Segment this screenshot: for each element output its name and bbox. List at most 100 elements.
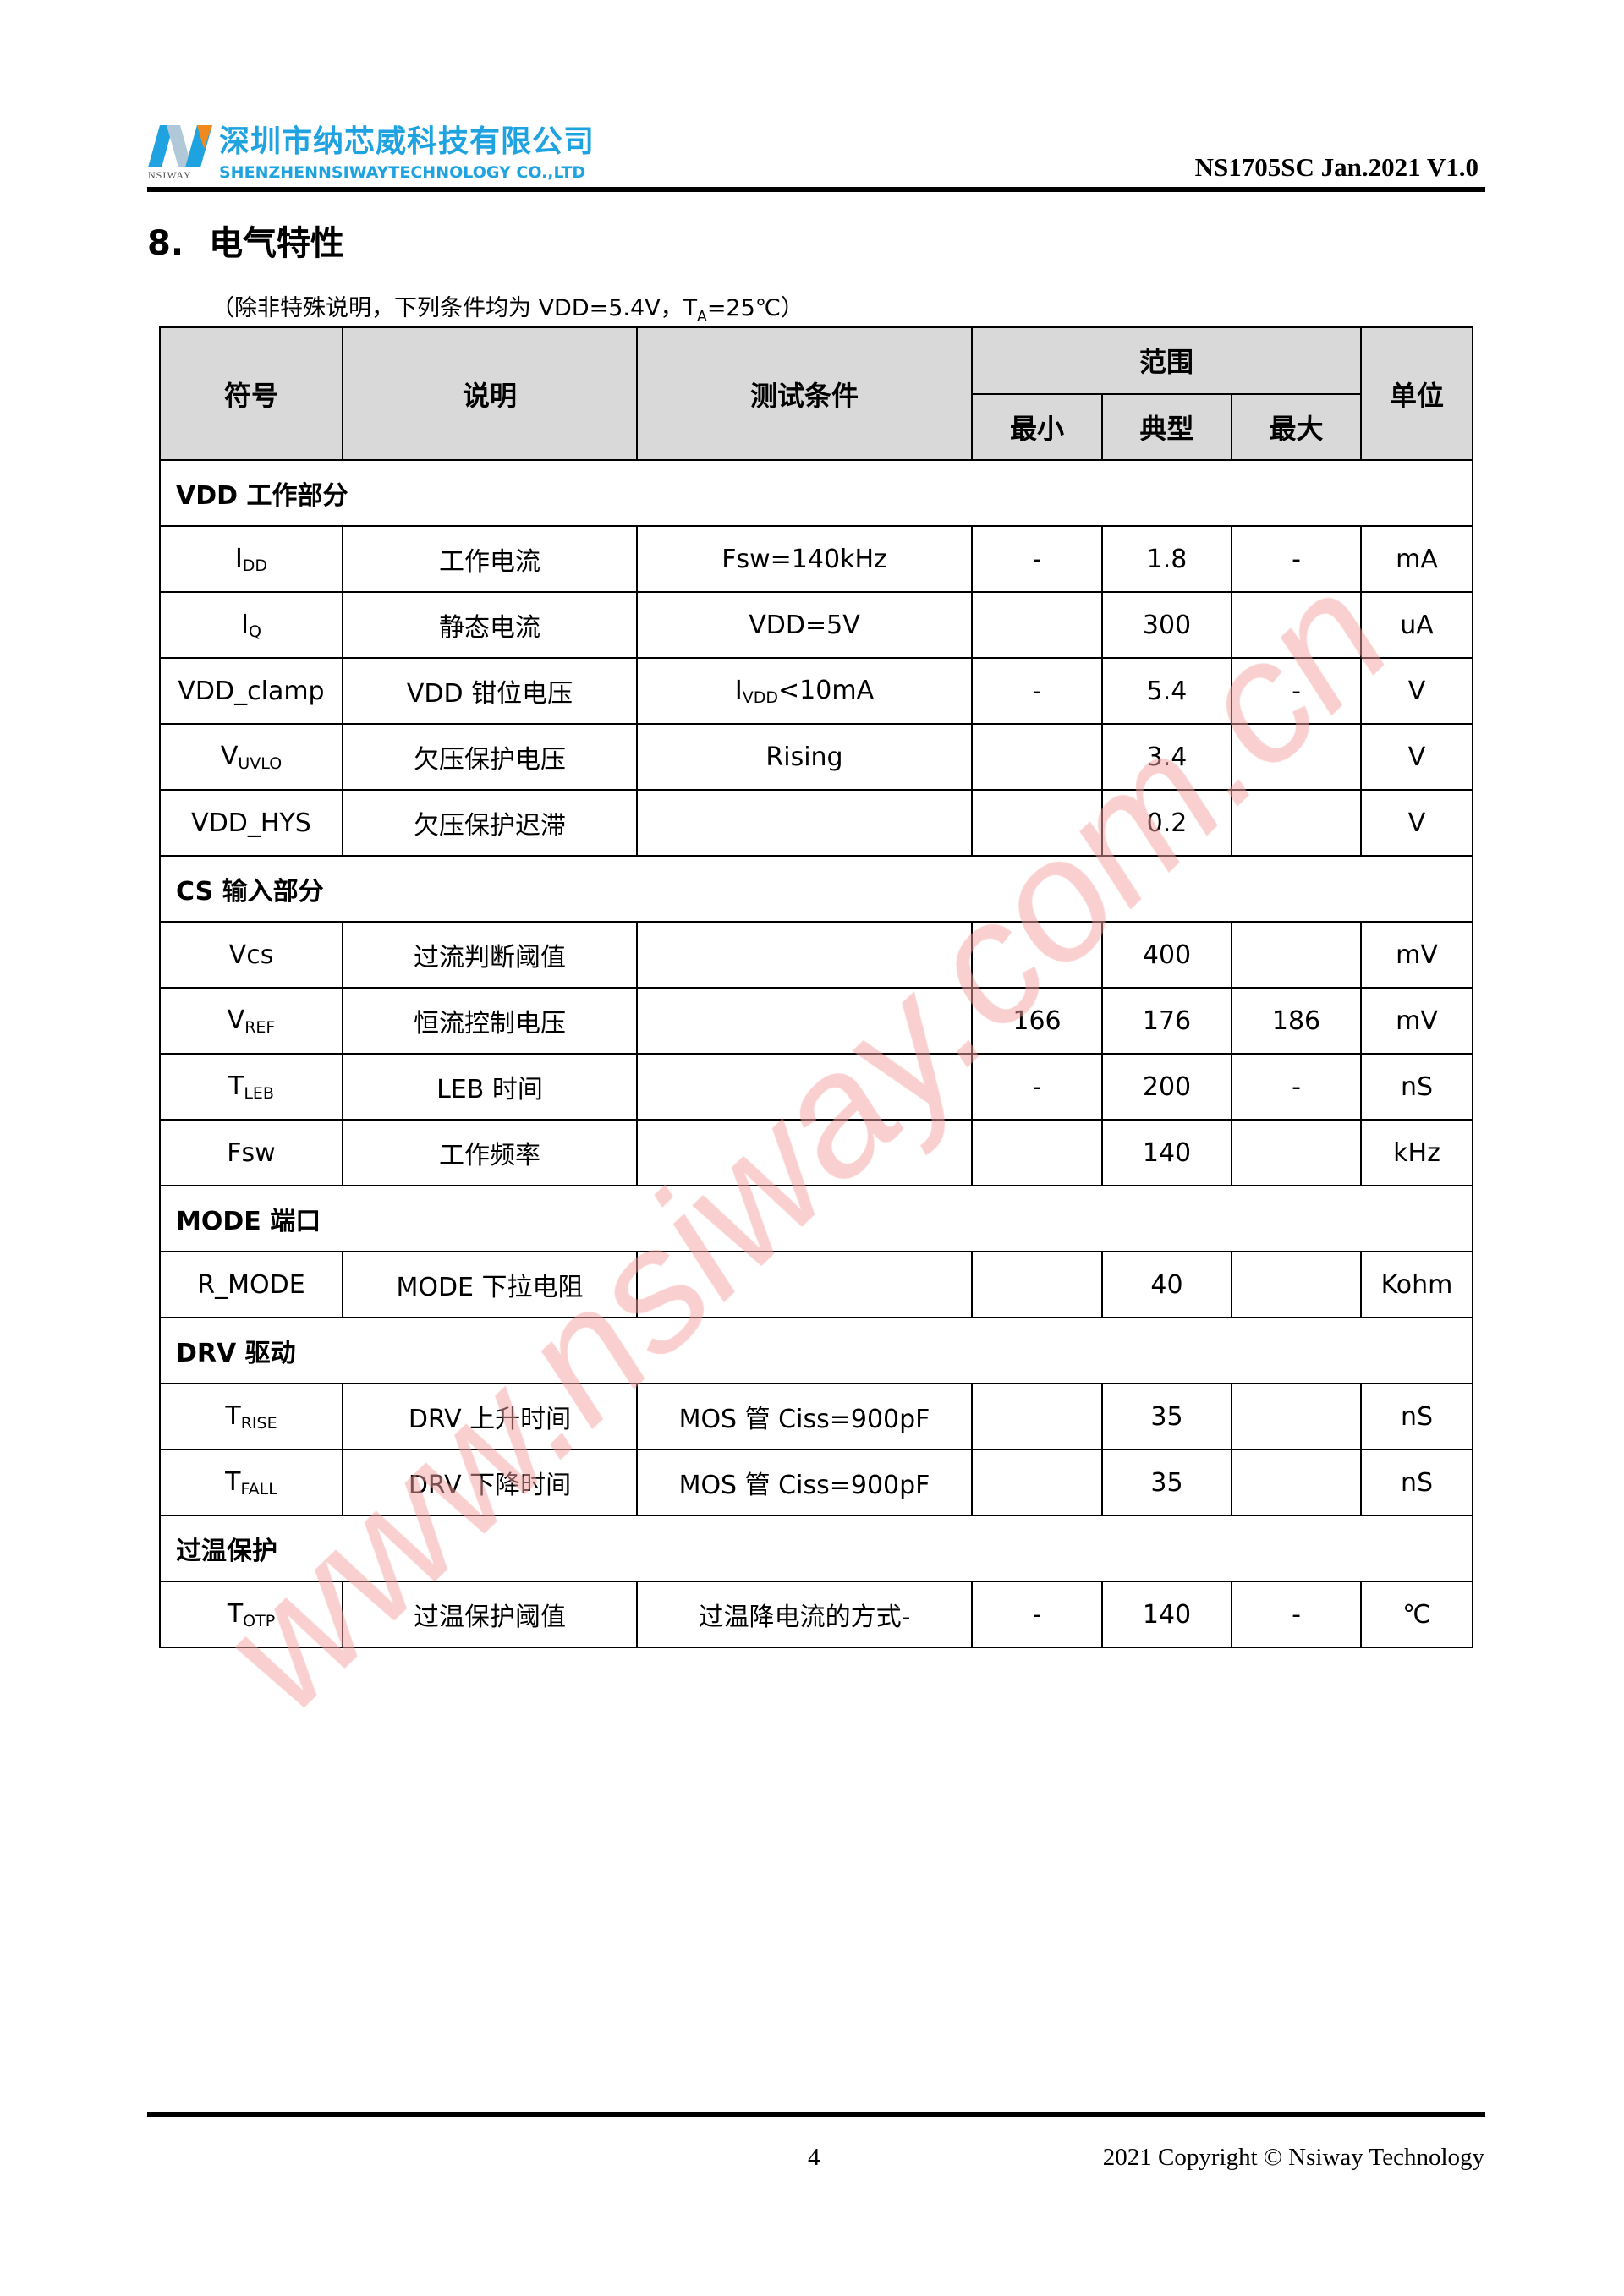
cell-unit: nS	[1360, 1053, 1474, 1121]
cell-min: -	[971, 1053, 1103, 1121]
cell-unit: mA	[1360, 525, 1474, 593]
symbol-text: I	[234, 543, 243, 573]
cell-condition: IVDD<10mA	[636, 657, 973, 725]
cell-typ: 300	[1101, 591, 1232, 659]
cell-description: 过流判断阈值	[342, 921, 638, 989]
cell-condition: VDD=5V	[636, 591, 973, 659]
condition-text: Fsw=140kHz	[721, 544, 887, 574]
section-title: 8. 电气特性	[147, 216, 344, 265]
cell-unit: V	[1360, 723, 1474, 791]
table-row: IDD 工作电流 Fsw=140kHz -1.8- mA	[159, 525, 1474, 593]
header-range: 范围	[970, 326, 1363, 395]
cell-description: 恒流控制电压	[342, 987, 638, 1055]
cell-unit: uA	[1360, 591, 1474, 659]
cell-unit: ℃	[1360, 1581, 1474, 1648]
section-label: DRV 驱动	[158, 1317, 1474, 1384]
cell-description: LEB 时间	[342, 1053, 638, 1121]
cell-max: -	[1230, 657, 1363, 725]
cell-symbol: R_MODE	[159, 1251, 343, 1318]
cell-typ: 400	[1101, 921, 1232, 989]
table-section-row: 过温保护	[158, 1515, 1474, 1582]
symbol-text: T	[225, 1466, 241, 1497]
symbol-subscript: FALL	[240, 1479, 277, 1499]
symbol-subscript: LEB	[244, 1083, 274, 1103]
cell-condition: Fsw=140kHz	[636, 525, 973, 593]
note-subscript: A	[697, 308, 707, 326]
cell-condition	[636, 987, 973, 1055]
cell-typ: 35	[1101, 1383, 1232, 1450]
cell-min: -	[971, 525, 1103, 593]
table-section-row: DRV 驱动	[158, 1317, 1474, 1384]
cell-unit: V	[1360, 657, 1474, 725]
table-row: VDD_clamp VDD 钳位电压 IVDD<10mA -5.4- V	[159, 657, 1474, 725]
condition-subscript: VDD	[742, 688, 779, 707]
cell-description: 静态电流	[342, 591, 638, 659]
cell-description: 工作电流	[342, 525, 638, 593]
table-row: TOTP 过温保护阈值 过温降电流的方式- -140- ℃	[159, 1581, 1474, 1648]
cell-symbol: TFALL	[159, 1449, 343, 1516]
cell-max: -	[1230, 1581, 1363, 1648]
header-max: 最大	[1230, 392, 1363, 461]
company-logo: 深圳市纳芯威科技有限公司 SHENZHENNSIWAYTECHNOLOGY CO…	[148, 125, 595, 184]
header-divider	[147, 187, 1485, 192]
cell-typ: 200	[1101, 1053, 1232, 1121]
cell-condition: Rising	[636, 723, 973, 791]
condition-text: Rising	[765, 742, 843, 772]
cell-symbol: TLEB	[159, 1053, 343, 1121]
symbol-text: Fsw	[227, 1137, 276, 1168]
cell-unit: mV	[1360, 921, 1474, 989]
cell-max	[1230, 723, 1363, 791]
cell-typ: 5.4	[1101, 657, 1232, 725]
cell-typ: 35	[1101, 1449, 1232, 1516]
cell-description: 工作频率	[342, 1119, 638, 1186]
table-row: Fsw 工作频率 140 kHz	[159, 1119, 1474, 1186]
cell-max	[1230, 1251, 1363, 1318]
cell-typ: 0.2	[1101, 789, 1232, 857]
symbol-text: V	[220, 741, 239, 771]
footer-divider	[147, 2112, 1485, 2117]
cell-max: -	[1230, 1053, 1363, 1121]
section-label: MODE 端口	[158, 1185, 1474, 1252]
cell-typ: 140	[1101, 1581, 1232, 1648]
cell-unit: nS	[1360, 1383, 1474, 1450]
cell-typ: 40	[1101, 1251, 1232, 1318]
cell-condition	[636, 1119, 973, 1186]
electrical-characteristics-table: 符号 说明 测试条件 范围 单位 最小 典型 最大 VDD 工作部分 IDD 工作电…	[158, 326, 1474, 1648]
cell-typ: 3.4	[1101, 723, 1232, 791]
table-row: Vcs 过流判断阈值 400 mV	[159, 921, 1474, 989]
cell-description: VDD 钳位电压	[342, 657, 638, 725]
cell-min	[971, 921, 1103, 989]
cell-max: -	[1230, 525, 1363, 593]
cell-unit: kHz	[1360, 1119, 1474, 1186]
cell-typ: 1.8	[1101, 525, 1232, 593]
header-description: 说明	[342, 326, 638, 461]
cell-symbol: TOTP	[159, 1581, 343, 1648]
cell-max	[1230, 921, 1363, 989]
cell-symbol: Fsw	[159, 1119, 343, 1186]
cell-min	[971, 1449, 1103, 1516]
cell-symbol: TRISE	[159, 1383, 343, 1450]
symbol-subscript: DD	[242, 556, 268, 575]
cell-unit: nS	[1360, 1449, 1474, 1516]
symbol-subscript: Q	[248, 622, 261, 641]
company-name-en: SHENZHENNSIWAYTECHNOLOGY CO.,LTD	[219, 163, 586, 182]
note-suffix: =25℃）	[706, 295, 804, 321]
cell-max	[1230, 591, 1363, 659]
cell-description: MODE 下拉电阻	[342, 1251, 638, 1318]
cell-symbol: VREF	[159, 987, 343, 1055]
section-label: CS 输入部分	[158, 855, 1474, 923]
cell-condition	[636, 1251, 973, 1318]
cell-max	[1230, 1449, 1363, 1516]
condition-text: <10mA	[778, 675, 875, 705]
table-row: VDD_HYS 欠压保护迟滞 0.2 V	[159, 789, 1474, 857]
cell-description: DRV 上升时间	[342, 1383, 638, 1450]
header-unit: 单位	[1360, 326, 1474, 461]
table-row: VREF 恒流控制电压 166 176 186 mV	[159, 987, 1474, 1055]
section-label: VDD 工作部分	[158, 459, 1474, 527]
cell-symbol: IDD	[159, 525, 343, 593]
cell-symbol: VDD_clamp	[159, 657, 343, 725]
cell-min	[971, 723, 1103, 791]
cell-condition: MOS 管 Ciss=900pF	[636, 1383, 973, 1450]
symbol-text: Vcs	[228, 940, 274, 970]
symbol-text: T	[225, 1400, 241, 1431]
